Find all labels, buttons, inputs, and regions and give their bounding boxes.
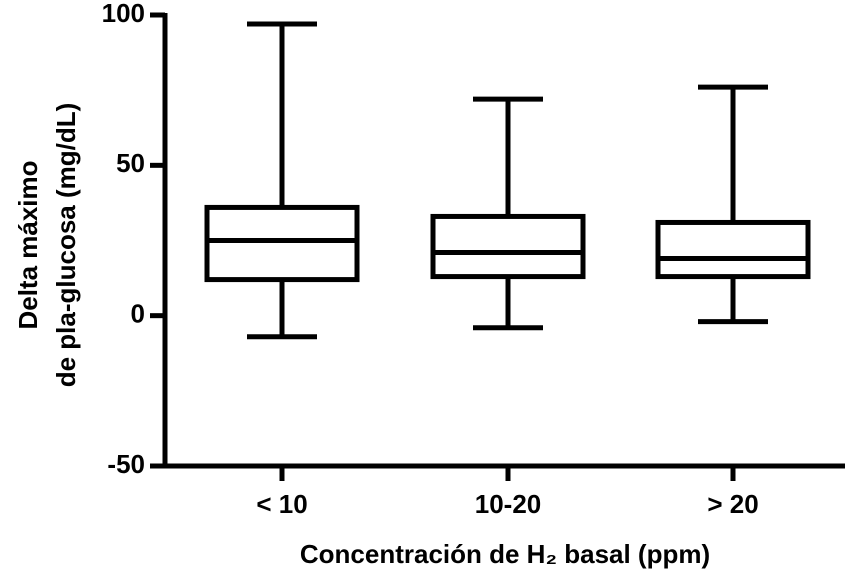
y-axis-label: Delta máximo (13, 160, 43, 329)
y-tick-label: 0 (131, 299, 145, 329)
y-axis-label: de pla-glucosa (mg/dL) (51, 103, 81, 388)
y-tick-label: 50 (116, 148, 145, 178)
x-tick-label: > 20 (707, 489, 758, 519)
box (204, 204, 360, 283)
box (430, 213, 586, 280)
x-tick-label: < 10 (256, 489, 307, 519)
x-tick-label: 10-20 (475, 489, 542, 519)
y-tick-label: 100 (102, 0, 145, 28)
box (655, 219, 811, 280)
x-axis-label: Concentración de H₂ basal (ppm) (300, 539, 710, 569)
y-tick-label: -50 (107, 449, 145, 479)
